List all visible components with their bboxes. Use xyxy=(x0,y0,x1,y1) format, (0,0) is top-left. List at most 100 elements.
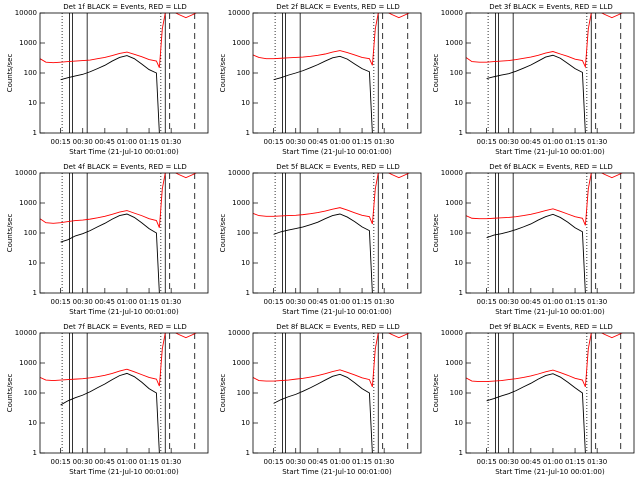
y-tick-label: 1 xyxy=(246,129,250,137)
x-tick-label: 01:30 xyxy=(374,138,394,146)
plot-frame xyxy=(39,12,209,134)
x-tick-label: 00:45 xyxy=(521,298,541,306)
x-tick-label: 01:15 xyxy=(139,458,159,466)
x-tick-label: 00:15 xyxy=(264,298,284,306)
x-axis-label: Start Time (21-Jul-10 00:01:00) xyxy=(69,468,179,476)
y-axis-label: Counts/sec xyxy=(6,374,14,413)
x-tick-label: 00:15 xyxy=(477,138,497,146)
y-tick-label: 10 xyxy=(28,259,37,267)
series-line xyxy=(486,54,586,133)
series-line xyxy=(466,333,623,388)
x-tick-label: 01:30 xyxy=(161,298,181,306)
chart-title: Det 2f BLACK = Events, RED = LLD xyxy=(276,3,399,11)
y-tick-label: 10000 xyxy=(228,329,250,337)
x-tick-label: 00:15 xyxy=(51,138,71,146)
y-tick-label: 1 xyxy=(33,289,37,297)
x-tick-label: 01:00 xyxy=(330,138,350,146)
y-axis-label: Counts/sec xyxy=(6,214,14,253)
panel: Det 4f BLACK = Events, RED = LLD Counts/s… xyxy=(6,163,209,316)
y-tick-label: 10 xyxy=(28,419,37,427)
panel: Det 3f BLACK = Events, RED = LLD Counts/s… xyxy=(432,3,635,156)
x-tick-label: 00:15 xyxy=(51,298,71,306)
chart-title: Det 4f BLACK = Events, RED = LLD xyxy=(63,163,186,171)
y-tick-label: 10000 xyxy=(441,329,463,337)
y-tick-label: 100 xyxy=(24,229,37,237)
x-tick-label: 00:45 xyxy=(95,298,115,306)
series-line xyxy=(253,333,410,388)
x-tick-label: 01:15 xyxy=(352,458,372,466)
y-tick-label: 1000 xyxy=(445,199,463,207)
x-axis-label: Start Time (21-Jul-10 00:01:00) xyxy=(69,148,179,156)
y-tick-label: 10000 xyxy=(228,9,250,17)
y-tick-label: 1000 xyxy=(19,199,37,207)
y-tick-label: 100 xyxy=(237,69,250,77)
x-tick-label: 01:15 xyxy=(139,138,159,146)
panel: Det 7f BLACK = Events, RED = LLD Counts/s… xyxy=(6,323,209,476)
x-tick-label: 01:15 xyxy=(565,298,585,306)
x-tick-label: 00:45 xyxy=(308,458,328,466)
x-tick-label: 00:45 xyxy=(521,138,541,146)
series-line xyxy=(273,213,373,293)
x-tick-label: 00:45 xyxy=(95,138,115,146)
y-tick-label: 1000 xyxy=(19,39,37,47)
x-tick-label: 00:45 xyxy=(95,458,115,466)
x-tick-label: 01:30 xyxy=(161,138,181,146)
series-line xyxy=(40,333,197,387)
y-tick-label: 100 xyxy=(24,389,37,397)
y-tick-label: 10000 xyxy=(441,169,463,177)
y-tick-label: 1 xyxy=(459,129,463,137)
plot-frame xyxy=(465,12,635,134)
x-tick-label: 01:00 xyxy=(330,458,350,466)
x-tick-label: 01:30 xyxy=(374,458,394,466)
x-axis-label: Start Time (21-Jul-10 00:01:00) xyxy=(282,308,392,316)
plot-frame xyxy=(252,332,422,454)
x-tick-label: 00:30 xyxy=(499,298,519,306)
series-line xyxy=(466,13,623,69)
y-tick-label: 1 xyxy=(459,289,463,297)
y-tick-label: 1000 xyxy=(445,359,463,367)
chart-title: Det 1f BLACK = Events, RED = LLD xyxy=(63,3,186,11)
y-tick-label: 10000 xyxy=(15,329,37,337)
x-tick-label: 00:30 xyxy=(499,138,519,146)
y-tick-label: 100 xyxy=(237,229,250,237)
y-tick-label: 100 xyxy=(24,69,37,77)
series-line xyxy=(40,13,197,68)
x-tick-label: 01:15 xyxy=(565,458,585,466)
x-tick-label: 01:30 xyxy=(587,138,607,146)
x-tick-label: 01:15 xyxy=(352,138,372,146)
y-tick-label: 1 xyxy=(33,129,37,137)
x-tick-label: 00:45 xyxy=(308,138,328,146)
x-tick-label: 01:00 xyxy=(330,298,350,306)
y-tick-label: 1000 xyxy=(19,359,37,367)
y-tick-label: 10000 xyxy=(441,9,463,17)
y-tick-label: 1 xyxy=(459,449,463,457)
y-tick-label: 1000 xyxy=(232,39,250,47)
x-tick-label: 00:30 xyxy=(286,298,306,306)
x-tick-label: 01:30 xyxy=(587,298,607,306)
y-axis-label: Counts/sec xyxy=(432,374,440,413)
x-tick-label: 01:30 xyxy=(161,458,181,466)
y-tick-label: 10000 xyxy=(15,9,37,17)
plot-frame xyxy=(252,172,422,294)
y-tick-label: 10 xyxy=(454,99,463,107)
panel: Det 8f BLACK = Events, RED = LLD Counts/s… xyxy=(219,323,422,476)
x-tick-label: 01:15 xyxy=(565,138,585,146)
x-tick-label: 00:15 xyxy=(477,298,497,306)
series-line xyxy=(253,173,410,225)
x-axis-label: Start Time (21-Jul-10 00:01:00) xyxy=(495,308,605,316)
x-tick-label: 00:15 xyxy=(264,138,284,146)
y-tick-label: 1 xyxy=(33,449,37,457)
x-tick-label: 01:00 xyxy=(543,458,563,466)
y-axis-label: Counts/sec xyxy=(6,54,14,93)
series-line xyxy=(60,372,160,453)
x-axis-label: Start Time (21-Jul-10 00:01:00) xyxy=(69,308,179,316)
x-tick-label: 00:30 xyxy=(499,458,519,466)
series-line xyxy=(60,213,160,293)
y-tick-label: 10 xyxy=(454,419,463,427)
y-tick-label: 10 xyxy=(241,259,250,267)
x-tick-label: 00:45 xyxy=(308,298,328,306)
plot-frame xyxy=(465,172,635,294)
panel: Det 6f BLACK = Events, RED = LLD Counts/s… xyxy=(432,163,635,316)
x-axis-label: Start Time (21-Jul-10 00:01:00) xyxy=(495,468,605,476)
